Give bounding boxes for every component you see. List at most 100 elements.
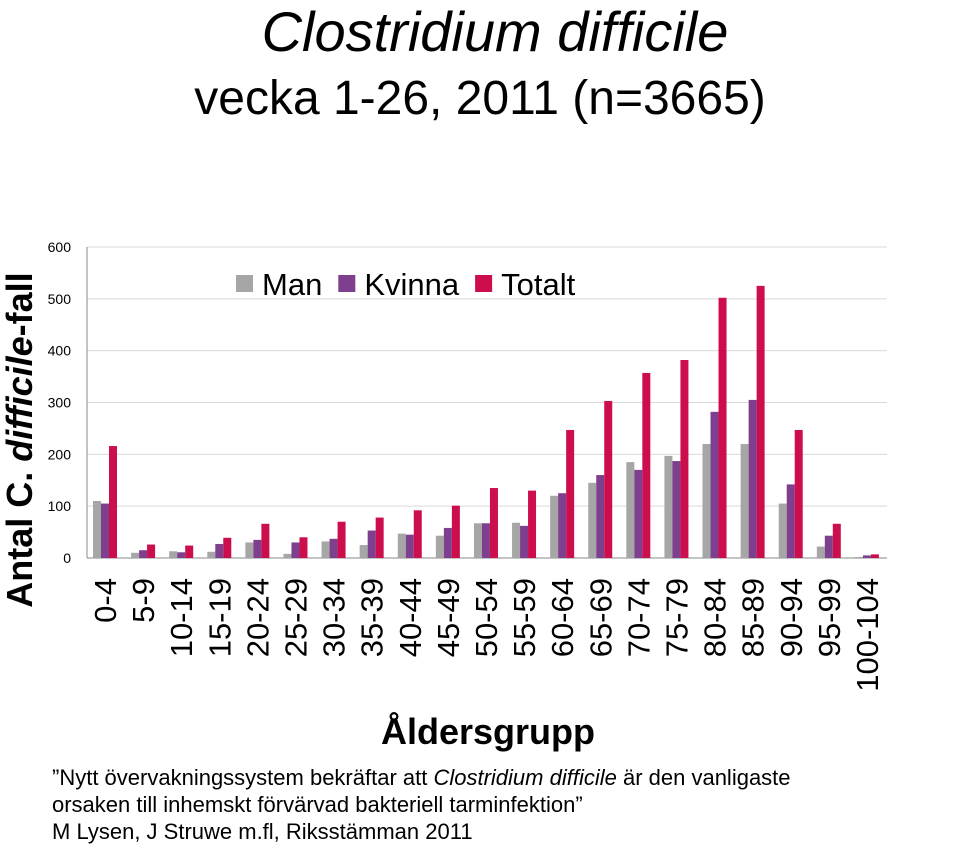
bar-kvinna-0-4: [101, 503, 109, 558]
bar-totalt-90-94: [794, 429, 803, 558]
x-tick-label: 35-39: [355, 578, 390, 657]
bar-totalt-40-44: [413, 510, 422, 558]
footnote-quote-italic: Clostridium difficile: [433, 765, 617, 790]
bar-totalt-80-84: [718, 297, 727, 558]
y-tick-label: 100: [48, 498, 72, 514]
bar-man-30-34: [321, 541, 330, 558]
x-tick-label: 70-74: [621, 578, 656, 657]
bar-totalt-20-24: [261, 523, 270, 558]
bar-totalt-0-4: [109, 446, 117, 558]
bar-kvinna-100-104: [862, 555, 871, 558]
bar-kvinna-95-99: [824, 535, 833, 558]
legend-label-man: Man: [262, 267, 322, 302]
y-tick-label: 600: [48, 239, 72, 255]
legend-swatch-kvinna: [338, 275, 356, 292]
y-tick-label: 500: [48, 291, 72, 307]
x-tick-label: 20-24: [240, 578, 275, 657]
legend-label-totalt: Totalt: [501, 267, 575, 302]
bar-man-80-84: [702, 443, 711, 558]
x-tick-label: 50-54: [469, 578, 504, 657]
footnote-line-2: orsaken till inhemskt förvärvad bakterie…: [52, 792, 583, 817]
bar-man-95-99: [816, 546, 825, 558]
bar-kvinna-55-59: [520, 525, 529, 558]
bar-kvinna-50-54: [481, 523, 490, 558]
footnote-quote-rest: är den vanligaste: [616, 765, 791, 790]
x-tick-label: 100-104: [850, 578, 885, 692]
chart-subtitle: vecka 1-26, 2011 (n=3665): [194, 72, 766, 125]
bar-man-45-49: [435, 535, 444, 558]
bar-man-60-64: [550, 495, 559, 558]
bar-totalt-10-14: [185, 545, 194, 558]
x-tick-label: 90-94: [774, 578, 809, 657]
bar-totalt-25-29: [299, 537, 308, 558]
x-axis-title: Åldersgrupp: [380, 711, 595, 752]
bar-totalt-75-79: [680, 359, 689, 558]
x-tick-label: 5-9: [126, 578, 161, 623]
bar-man-20-24: [245, 542, 254, 558]
bar-totalt-100-104: [870, 554, 879, 558]
bar-totalt-45-49: [451, 505, 460, 558]
bar-kvinna-35-39: [367, 530, 376, 558]
x-tick-label: 25-29: [279, 578, 314, 657]
x-tick-label: 30-34: [317, 578, 352, 657]
bar-kvinna-60-64: [558, 493, 567, 558]
bar-man-0-4: [93, 500, 101, 558]
x-tick-label: 85-89: [736, 578, 771, 657]
bar-totalt-60-64: [566, 429, 575, 558]
chart-title: Clostridium difficile: [261, 0, 729, 63]
bar-totalt-65-69: [604, 400, 613, 558]
bar-kvinna-70-74: [634, 469, 643, 558]
bar-kvinna-40-44: [405, 534, 414, 558]
x-tick-label: 60-64: [545, 578, 580, 657]
x-tick-label: 15-19: [202, 578, 237, 657]
legend-swatch-man: [236, 275, 253, 292]
x-tick-label: 0-4: [88, 578, 123, 623]
bar-kvinna-10-14: [177, 552, 186, 558]
bar-man-35-39: [359, 545, 368, 558]
footnote-quote-start: ”Nytt övervakningssystem bekräftar att: [52, 765, 434, 790]
x-tick-label: 10-14: [164, 578, 199, 657]
x-tick-label: 55-59: [507, 578, 542, 657]
bar-totalt-35-39: [375, 517, 384, 558]
footnote-citation: M Lysen, J Struwe m.fl, Riksstämman 2011: [52, 819, 473, 844]
bar-kvinna-45-49: [443, 527, 452, 558]
bar-totalt-30-34: [337, 521, 346, 558]
legend-label-kvinna: Kvinna: [364, 267, 460, 302]
bar-man-15-19: [207, 551, 216, 558]
x-tick-label: 80-84: [698, 578, 733, 657]
bar-man-55-59: [512, 522, 521, 558]
legend-swatch-totalt: [475, 275, 493, 292]
bar-totalt-5-9: [147, 544, 156, 558]
bar-man-25-29: [283, 553, 292, 558]
bar-man-65-69: [588, 482, 597, 558]
bar-man-50-54: [473, 523, 482, 558]
bar-totalt-50-54: [489, 488, 498, 558]
bar-man-85-89: [740, 443, 749, 558]
x-tick-label: 40-44: [393, 578, 428, 657]
bar-man-90-94: [778, 503, 787, 558]
bar-kvinna-85-89: [748, 399, 757, 558]
x-tick-label: 65-69: [583, 578, 618, 657]
bar-man-70-74: [626, 462, 635, 558]
bar-kvinna-5-9: [139, 550, 148, 558]
x-tick-label: 45-49: [431, 578, 466, 657]
bar-chart: 0 100 200 300 400 500 600 0-4 5-9 10-14 15-19 20-24…: [48, 239, 887, 692]
footnote: ”Nytt övervakningssystem bekräftar att C…: [52, 764, 791, 845]
bar-man-40-44: [397, 533, 406, 558]
bar-man-75-79: [664, 455, 673, 558]
bar-kvinna-90-94: [786, 484, 795, 558]
bar-kvinna-15-19: [215, 544, 224, 558]
footnote-line-1: ”Nytt övervakningssystem bekräftar att C…: [52, 764, 791, 791]
bar-man-5-9: [131, 552, 140, 558]
y-tick-label: 200: [48, 446, 72, 462]
bar-man-10-14: [169, 551, 178, 558]
x-tick-label: 75-79: [659, 578, 694, 657]
y-tick-label: 400: [48, 343, 72, 359]
bar-kvinna-80-84: [710, 411, 719, 558]
y-tick-label: 0: [63, 550, 71, 566]
bar-kvinna-25-29: [291, 542, 300, 558]
bar-totalt-70-74: [642, 372, 651, 558]
y-tick-label: 300: [48, 395, 72, 411]
bar-kvinna-65-69: [596, 475, 605, 558]
bar-kvinna-75-79: [672, 461, 681, 558]
